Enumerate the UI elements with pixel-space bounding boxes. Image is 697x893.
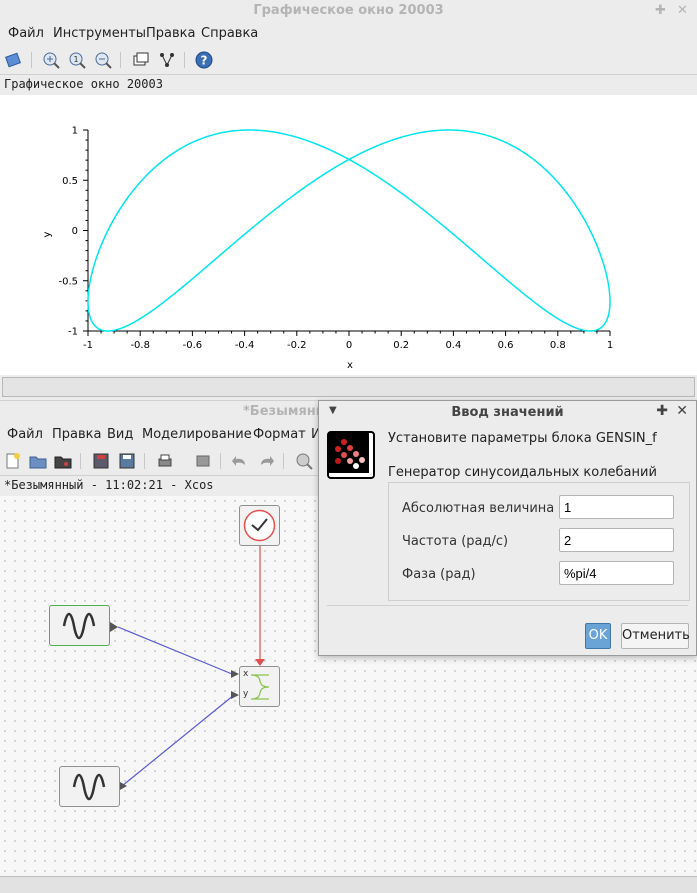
sine-wave-icon <box>62 612 96 640</box>
graphic-statusbar <box>0 375 697 399</box>
graphic-toolbar: 1 ? <box>0 46 697 74</box>
xcos-subtitle: *Безымянный - 11:02:21 - Xcos <box>0 475 320 497</box>
open-icon[interactable] <box>27 450 49 472</box>
clock-block[interactable] <box>239 505 280 546</box>
graphic-subtitle-text: Графическое окно 20003 <box>4 77 163 91</box>
phase-input[interactable] <box>559 561 674 585</box>
undo-icon[interactable] <box>229 450 251 472</box>
x-tick-label: 0.2 <box>393 340 409 351</box>
x-tick-label: 0 <box>346 340 352 351</box>
xcos-menu-view[interactable]: Вид <box>107 427 134 442</box>
new-diagram-icon[interactable] <box>2 450 24 472</box>
xcos-menubar: Файл Правка Вид Моделирование Формат И <box>0 423 321 447</box>
open-in-scilab-icon[interactable] <box>52 450 74 472</box>
graphic-window-title: Графическое окно 20003 <box>253 3 444 18</box>
close-icon[interactable]: ✕ <box>677 3 688 18</box>
cscopxy-block[interactable]: x y <box>239 666 280 707</box>
xcos-window-title: *Безымянн <box>243 404 325 419</box>
y-tick-label: 0.5 <box>62 176 78 187</box>
dialog-menu-icon[interactable]: ▼ <box>329 405 337 416</box>
zoom-grid-icon[interactable] <box>40 49 62 71</box>
gensin-block-1[interactable] <box>49 605 110 646</box>
save-icon[interactable] <box>90 450 112 472</box>
field-label-amplitude: Абсолютная величина <box>402 501 555 516</box>
x-axis-label: x <box>347 360 353 371</box>
input-dialog: ▼ Ввод значений ✚ ✕ Установите параметры… <box>318 400 697 656</box>
zoom-in-icon[interactable]: 1 <box>66 49 88 71</box>
x-tick-label: -0.6 <box>183 340 203 351</box>
help-icon[interactable]: ? <box>193 49 215 71</box>
plot-area[interactable]: -1 -0.8 -0.6 -0.4 -0.2 0 0.2 0.4 0.6 0.8 1 1 0.5 0 -0.… <box>0 95 697 375</box>
dialog-description: Генератор синусоидальных колебаний <box>388 465 657 480</box>
xcos-menu-tools-partial[interactable]: И <box>311 427 321 442</box>
export-icon[interactable] <box>192 450 214 472</box>
xcos-menu-simulation[interactable]: Моделирование <box>142 427 252 442</box>
graphic-menubar: Файл Инструменты Правка Справка <box>0 22 697 46</box>
xcos-toolbar <box>0 447 320 475</box>
menu-edit[interactable]: Правка <box>146 26 196 41</box>
graphic-window-subtitle: Графическое окно 20003 <box>0 74 697 96</box>
lissajous-series-line <box>87 129 611 332</box>
frequency-input[interactable] <box>559 528 674 552</box>
print-icon[interactable] <box>154 450 176 472</box>
dialog-title: Ввод значений <box>451 405 564 420</box>
x-tick-label: -0.4 <box>235 340 255 351</box>
y-tick-label: 1 <box>72 126 78 137</box>
x-tick-label: 0.4 <box>445 340 461 351</box>
x-tick-label: 0.8 <box>550 340 566 351</box>
menu-tools[interactable]: Инструменты <box>53 26 147 41</box>
x-tick-label: -0.8 <box>130 340 150 351</box>
xcos-statusbar <box>0 876 697 893</box>
sine-wave-icon <box>72 773 106 801</box>
datatip-icon[interactable] <box>130 49 152 71</box>
diagram-links <box>110 546 265 790</box>
lissajous-plot: -1 -0.8 -0.6 -0.4 -0.2 0 0.2 0.4 0.6 0.8 1 1 0.5 0 -0.… <box>42 126 613 372</box>
gensin-block-2[interactable] <box>59 766 120 807</box>
port-label-y: y <box>243 689 249 699</box>
cancel-button[interactable]: Отменить <box>621 623 690 649</box>
dialog-header: Установите параметры блока GENSIN_f <box>388 431 657 446</box>
dialog-titlebar[interactable]: ▼ Ввод значений ✚ ✕ <box>319 401 696 423</box>
y-axis-label: y <box>42 231 53 237</box>
svg-text:?: ? <box>201 54 208 68</box>
graphic-window-titlebar[interactable]: Графическое окно 20003 ✚ ✕ <box>0 0 697 23</box>
y-tick-label: -0.5 <box>58 276 78 287</box>
menu-file[interactable]: Файл <box>8 26 44 41</box>
parameter-group: Абсолютная величина Частота (рад/с) Фаза… <box>388 482 690 601</box>
port-label-x: x <box>243 669 249 679</box>
field-label-frequency: Частота (рад/с) <box>402 534 509 549</box>
field-label-phase: Фаза (рад) <box>402 567 476 582</box>
xcos-menu-file[interactable]: Файл <box>7 427 43 442</box>
redo-icon[interactable] <box>255 450 277 472</box>
dialog-close-icon[interactable]: ✕ <box>676 403 688 419</box>
zoom-out-icon[interactable] <box>92 49 114 71</box>
maximize-icon[interactable]: ✚ <box>655 3 666 18</box>
xcos-menu-format[interactable]: Формат <box>253 427 306 442</box>
rotate-icon[interactable] <box>3 49 25 71</box>
clock-icon <box>243 509 276 542</box>
xcos-menu-edit[interactable]: Правка <box>52 427 102 442</box>
scilab-logo-icon <box>327 431 375 479</box>
x-tick-label: 0.6 <box>498 340 514 351</box>
x-tick-label: 1 <box>607 340 613 351</box>
y-tick-label: -1 <box>68 327 78 338</box>
x-tick-label: -0.2 <box>287 340 307 351</box>
y-tick-label: 0 <box>72 226 78 237</box>
menu-help[interactable]: Справка <box>201 26 259 41</box>
xy-scope-icon <box>250 674 270 700</box>
xcos-subtitle-text: *Безымянный - 11:02:21 - Xcos <box>4 478 214 492</box>
graph-edit-icon[interactable] <box>156 49 178 71</box>
amplitude-input[interactable] <box>559 495 674 519</box>
dialog-maximize-icon[interactable]: ✚ <box>656 403 668 419</box>
svg-text:1: 1 <box>74 55 79 64</box>
ok-button[interactable]: OK <box>585 623 611 649</box>
zoom-icon[interactable] <box>293 450 315 472</box>
save-as-icon[interactable] <box>116 450 138 472</box>
x-tick-label: -1 <box>83 340 93 351</box>
